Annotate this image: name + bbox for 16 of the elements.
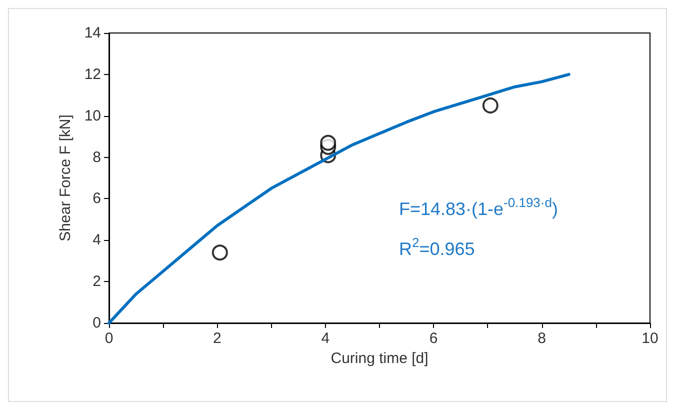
y-tick-label: 12 bbox=[84, 66, 101, 83]
y-axis-title: Shear Force F [kN] bbox=[57, 114, 74, 242]
x-axis-title: Curing time [d] bbox=[330, 350, 428, 367]
y-tick-label: 0 bbox=[92, 314, 101, 332]
x-tick-label: 8 bbox=[538, 330, 546, 347]
x-tick-label: 0 bbox=[104, 330, 114, 347]
x-tick-label: 6 bbox=[429, 330, 438, 347]
y-tick-label: 4 bbox=[92, 232, 101, 249]
y-tick-label: 10 bbox=[84, 107, 101, 124]
y-tick-label: 6 bbox=[92, 190, 101, 208]
y-tick-label: 14 bbox=[84, 24, 101, 42]
y-tick-label: 2 bbox=[92, 273, 101, 290]
x-tick-label: 2 bbox=[213, 330, 222, 347]
y-tick-label: 8 bbox=[92, 148, 101, 166]
x-tick-label: 10 bbox=[642, 330, 658, 347]
x-tick-label: 4 bbox=[321, 330, 330, 347]
